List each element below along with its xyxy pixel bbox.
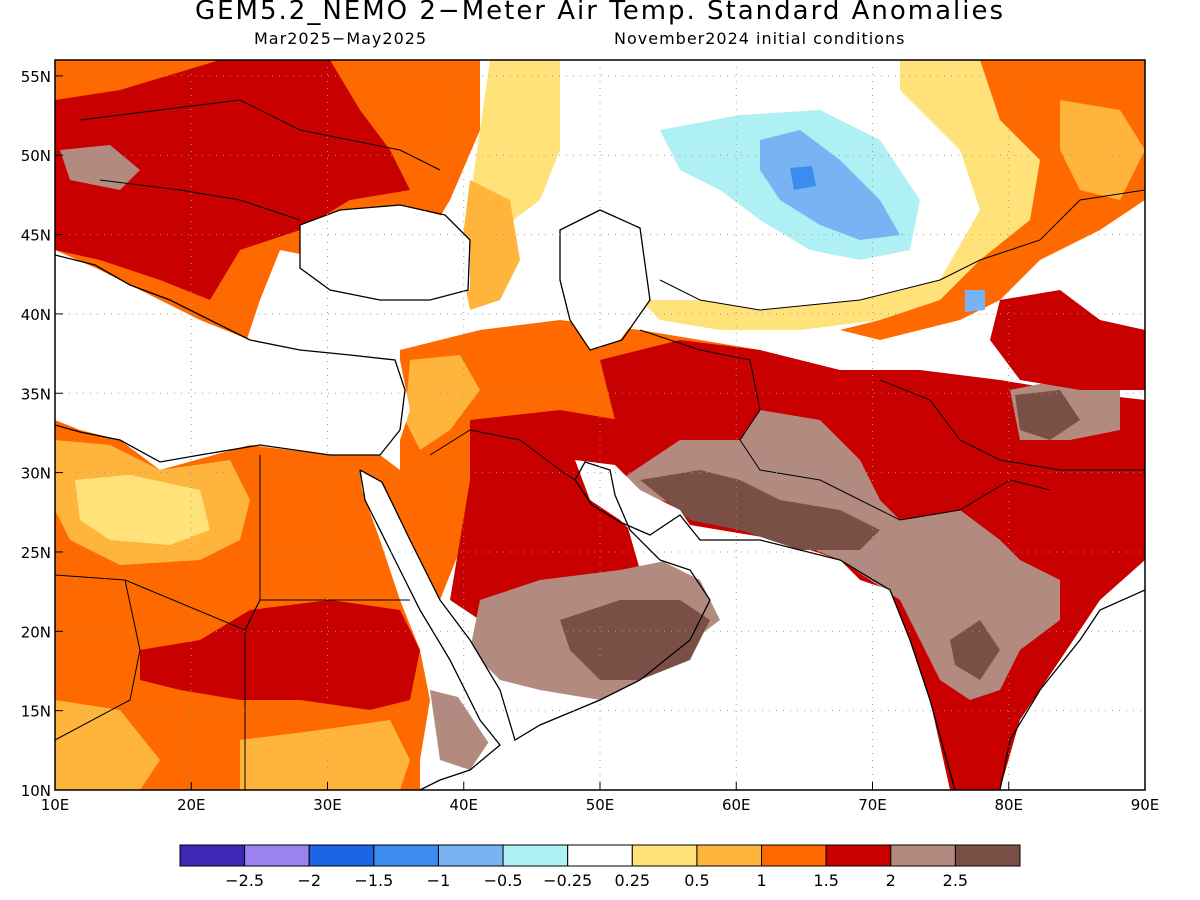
colorbar-swatch: [631, 844, 698, 867]
x-tick-label: 10E: [41, 796, 70, 814]
anomaly-zone: [405, 355, 480, 450]
anomaly-zone: [75, 475, 210, 545]
colorbar-labels: −2.5 −2 −1.5 −1 −0.5 −0.25 0.25 0.5 1 1.5 2 2.5: [225, 871, 968, 890]
border: [879, 379, 1145, 471]
anomaly-zone: [950, 620, 1000, 680]
anomaly-zone: [640, 470, 880, 550]
border: [79, 99, 441, 171]
coastline: [559, 209, 651, 351]
coastlines: [55, 99, 1145, 790]
coastline: [55, 254, 406, 463]
colorbar-swatch: [502, 844, 569, 867]
anomaly-zone: [1060, 100, 1145, 200]
y-tick-label: 40N: [21, 306, 51, 324]
y-axis: 10N 15N 20N 25N 30N 35N 40N 45N 50N 55N: [21, 68, 63, 800]
water-body: [560, 210, 650, 350]
border: [99, 179, 301, 221]
border: [429, 429, 576, 481]
y-tick-label: 55N: [21, 68, 51, 86]
colorbar-label: 0.25: [614, 871, 650, 890]
y-tick-label: 20N: [21, 623, 51, 641]
gridlines: [55, 60, 1145, 790]
colorbar-label: −1.5: [354, 871, 393, 890]
colorbar-swatch: [179, 844, 246, 867]
coastline: [359, 469, 501, 790]
colorbar-label: 2.5: [943, 871, 968, 890]
anomaly-field: [55, 60, 1145, 790]
x-tick-label: 20E: [177, 796, 206, 814]
y-tick-label: 35N: [21, 385, 51, 403]
y-tick-label: 50N: [21, 147, 51, 165]
colorbar-swatch: [437, 844, 504, 867]
colorbar-label: −2: [297, 871, 321, 890]
colorbar-label: −0.25: [543, 871, 592, 890]
anomaly-zone: [60, 145, 140, 190]
water-body: [300, 205, 470, 300]
anomaly-zone: [760, 130, 900, 240]
water-body: [55, 250, 410, 465]
anomaly-zone: [240, 720, 410, 790]
colorbar-label: 2: [886, 871, 896, 890]
x-tick-label: 90E: [1131, 796, 1160, 814]
colorbar-swatch: [890, 844, 956, 867]
colorbar-label: 1.5: [813, 871, 838, 890]
colorbar-swatch: [825, 844, 892, 867]
colorbar-label: −2.5: [225, 871, 264, 890]
x-tick-label: 80E: [994, 796, 1023, 814]
y-tick-label: 45N: [21, 227, 51, 245]
colorbar-label: 1: [756, 871, 766, 890]
anomaly-zone: [1015, 390, 1080, 440]
colorbar-swatch: [761, 844, 827, 867]
y-tick-label: 30N: [21, 465, 51, 483]
x-tick-label: 60E: [722, 796, 751, 814]
colorbar-swatch: [696, 844, 763, 867]
anomaly-zone: [55, 700, 160, 790]
forecast-period: Mar2025−May2025: [254, 29, 428, 48]
y-tick-label: 25N: [21, 544, 51, 562]
anomaly-zone: [560, 600, 710, 680]
initial-conditions: November2024 initial conditions: [614, 29, 906, 48]
x-axis: 10E 20E 30E 40E 50E 60E 70E 80E 90E: [41, 782, 1160, 814]
anomaly-zone: [140, 600, 420, 710]
colorbar-label: −0.5: [484, 871, 523, 890]
water-body: [560, 460, 950, 790]
colorbar-swatch: [308, 844, 375, 867]
border: [859, 479, 1051, 521]
anomaly-zone: [990, 290, 1145, 390]
border: [659, 189, 1145, 311]
water-body: [1000, 600, 1145, 790]
coastline: [999, 589, 1145, 790]
map-title: GEM5.2_NEMO 2−Meter Air Temp. Standard A…: [194, 0, 1006, 26]
colorbar: [179, 844, 1021, 867]
border: [55, 574, 410, 631]
anomaly-zone: [470, 60, 560, 230]
x-tick-label: 40E: [449, 796, 478, 814]
colorbar-swatch: [244, 844, 310, 867]
y-tick-label: 10N: [21, 782, 51, 800]
x-tick-label: 30E: [313, 796, 342, 814]
coastline: [299, 204, 471, 301]
anomaly-zone: [790, 166, 816, 190]
colorbar-swatch: [373, 844, 439, 867]
x-tick-label: 70E: [858, 796, 887, 814]
x-tick-label: 50E: [586, 796, 615, 814]
colorbar-swatch: [567, 844, 633, 867]
border: [639, 329, 861, 501]
anomaly-zone: [640, 60, 1040, 330]
anomaly-zone: [55, 60, 410, 300]
colorbar-label: −1: [427, 871, 451, 890]
anomaly-zone: [965, 290, 985, 312]
y-tick-label: 15N: [21, 703, 51, 721]
water-body: [360, 470, 515, 745]
anomaly-zone: [460, 180, 520, 310]
colorbar-label: 0.5: [684, 871, 709, 890]
colorbar-swatch: [954, 844, 1021, 867]
coastline: [359, 461, 956, 790]
border: [55, 579, 141, 741]
